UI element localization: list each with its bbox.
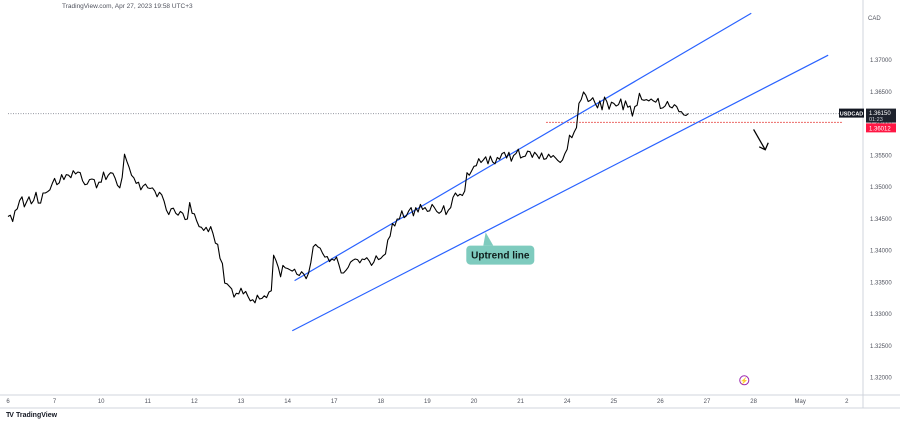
x-axis: 6 7 10 11 12 13 14 17 18 19 20 21 24 25 26 27 28 May 2 [0,394,900,409]
x-tick-label: 24 [564,399,571,405]
channel-upper-line [294,12,752,282]
countdown-label: 01:23 [869,117,883,123]
tradingview-brand: TradingView [15,412,58,419]
y-tick-label: 1.32000 [870,376,892,382]
x-tick-label: 26 [657,399,664,405]
plot-area: Uptrend line ⚡ [7,12,844,386]
y-tick-label: 1.32500 [870,344,892,350]
x-tick-label: 19 [424,399,431,405]
tradingview-logo: TV TradingView [6,412,57,419]
currency-label: CAD [868,16,881,22]
y-tick-label: 1.34000 [870,249,892,255]
channel-lower-line [291,54,829,332]
x-tick-label: 10 [98,399,105,405]
x-tick-label: 27 [704,399,711,405]
y-tick-label: 1.37000 [870,58,892,64]
y-tick-label: 1.35500 [870,153,892,159]
x-tick-label: 6 [6,399,10,405]
x-tick-label: May [795,399,806,405]
level-price-tag [866,123,896,133]
symbol-tag [839,108,864,118]
chart-header-source: TradingView.com, Apr 27, 2023 19:58 UTC+… [62,3,193,10]
lightning-icon: ⚡ [740,377,748,385]
x-tick-label: 28 [750,399,757,405]
x-tick-label: 20 [471,399,478,405]
y-tick-label: 1.34500 [870,217,892,223]
y-tick-label: 1.33000 [870,312,892,318]
level-price-label: 1.36012 [869,126,891,132]
callout-box [466,245,535,265]
x-tick-label: 12 [191,399,198,405]
x-tick-label: 7 [53,399,57,405]
x-tick-label: 21 [517,399,524,405]
last-price-label: 1.36150 [869,111,891,117]
x-tick-label: 13 [238,399,245,405]
forecast-arrow-head [758,142,769,151]
symbol-tag-label: USDCAD [840,112,864,118]
x-tick-label: 14 [284,399,291,405]
y-tick-label: 1.36500 [870,90,892,96]
x-tick-label: 2 [845,399,849,405]
y-tick-label: 1.35000 [870,185,892,191]
callout-pointer [483,232,494,246]
event-marker-circle [739,375,750,386]
forecast-arrow-shaft [753,129,766,151]
last-price-tag [866,108,896,123]
y-tick-label: 1.33500 [870,280,892,286]
y-axis: 1.370001.365001.360001.355001.350001.345… [839,0,896,408]
x-tick-label: 25 [610,399,617,405]
tradingview-mark-icon: TV [6,412,14,419]
x-tick-label: 18 [377,399,384,405]
price-series-line [7,91,689,304]
callout-label: Uptrend line [471,251,530,262]
x-tick-label: 11 [145,399,152,405]
x-tick-label: 17 [331,399,338,405]
